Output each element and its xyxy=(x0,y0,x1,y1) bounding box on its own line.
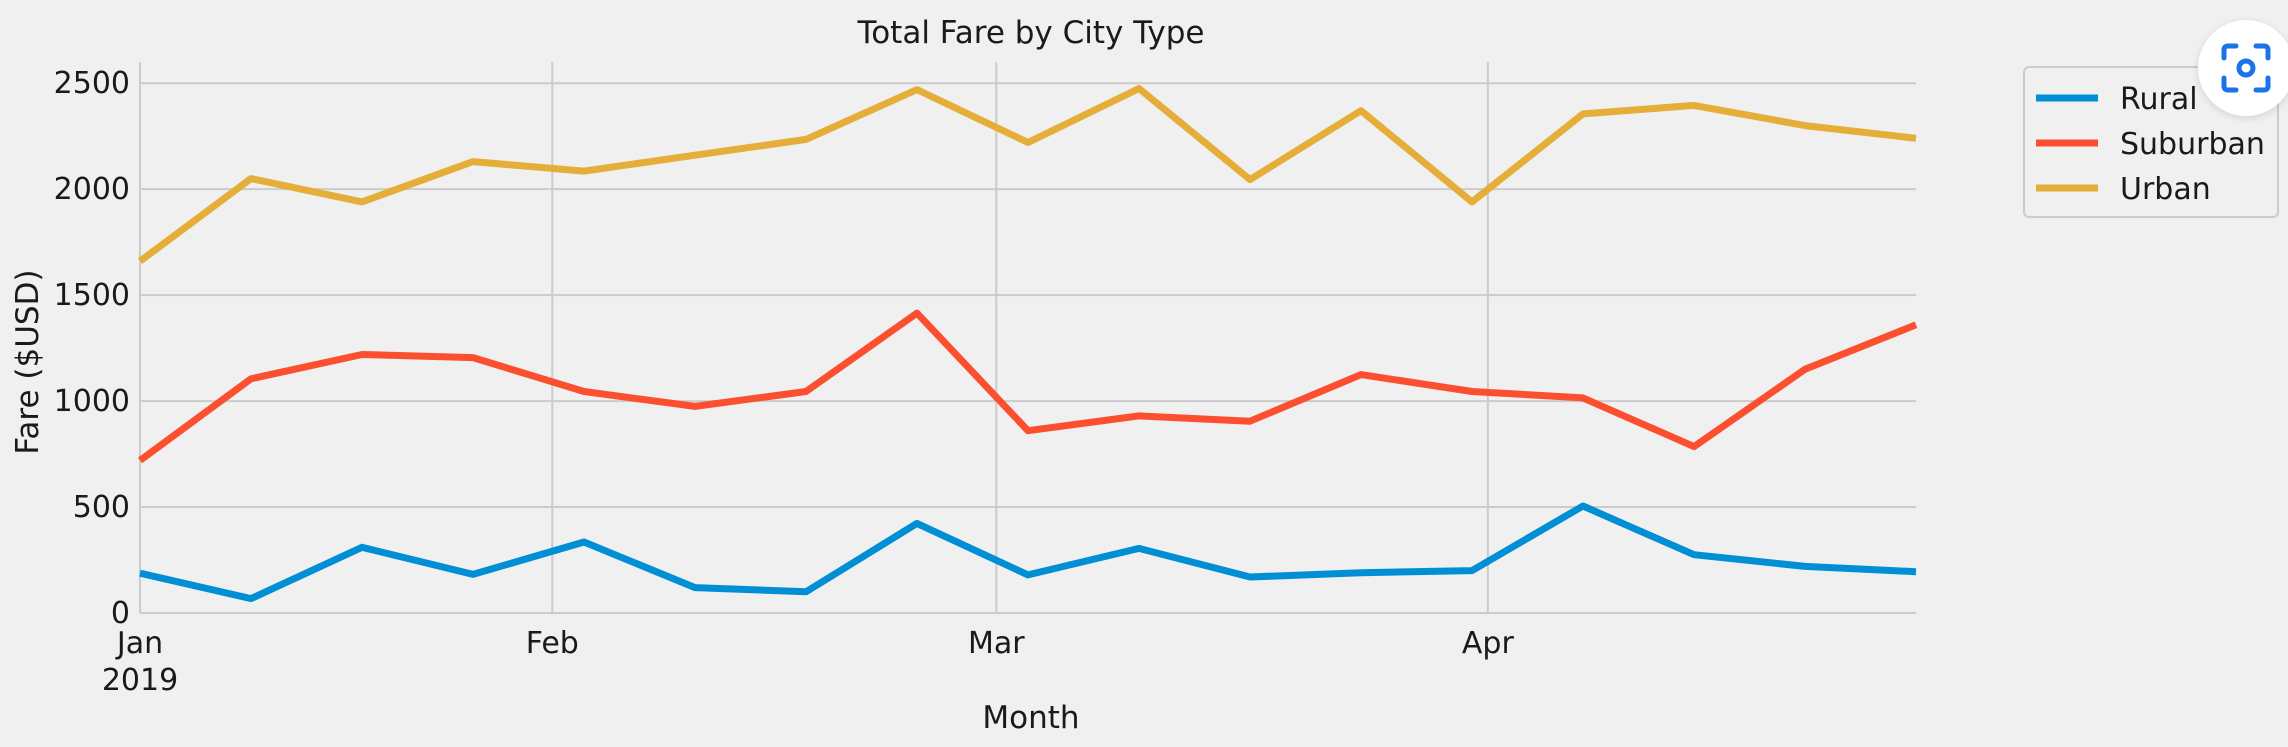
series-line-rural xyxy=(139,502,1917,603)
y-tick-label: 0 xyxy=(111,596,130,631)
series-lines xyxy=(137,85,1918,603)
y-tick-label: 1500 xyxy=(54,278,130,313)
legend-label-rural: Rural xyxy=(2120,82,2198,117)
series-line-suburban xyxy=(137,309,1918,464)
y-axis-ticks: 0 500 1000 1500 2000 2500 xyxy=(54,66,130,631)
x-tick-label: Feb xyxy=(526,626,579,661)
y-tick-label: 500 xyxy=(73,490,130,525)
legend-label-suburban: Suburban xyxy=(2120,127,2265,162)
x-tick-sublabel: 2019 xyxy=(102,663,178,698)
legend-label-urban: Urban xyxy=(2120,172,2211,207)
x-tick-label: Mar xyxy=(968,626,1025,661)
y-tick-label: 2500 xyxy=(54,66,130,101)
x-tick-label: Jan xyxy=(115,626,163,661)
x-tick-label: Apr xyxy=(1462,626,1515,661)
lens-scan-button[interactable] xyxy=(2198,20,2288,116)
series-line-urban xyxy=(137,85,1917,265)
y-tick-label: 2000 xyxy=(54,172,130,207)
x-axis-title: Month xyxy=(982,700,1079,736)
y-tick-label: 1000 xyxy=(54,384,130,419)
chart-title: Total Fare by City Type xyxy=(857,15,1205,51)
y-axis-title: Fare ($USD) xyxy=(10,269,46,454)
grid xyxy=(139,62,1916,614)
lens-scan-icon xyxy=(2221,43,2271,93)
